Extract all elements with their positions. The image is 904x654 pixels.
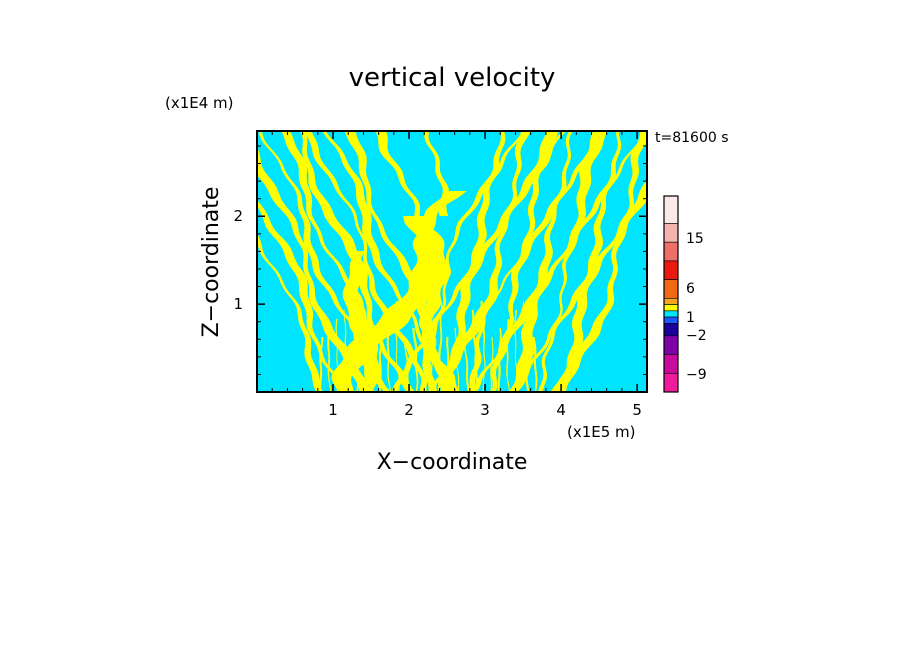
positive-velocity-band (257, 199, 347, 392)
colorbar-level (663, 316, 679, 324)
x-tick-label: 4 (556, 401, 566, 419)
x-tick-label: 2 (404, 401, 414, 419)
time-label: t=81600 s (655, 130, 729, 146)
colorbar-level (663, 354, 679, 374)
colorbar: 15 6 1 −2 −9 (663, 195, 707, 393)
colorbar-level (663, 310, 679, 318)
positive-velocity-band (439, 131, 559, 392)
velocity-bands-group (257, 131, 647, 392)
colorbar-label: 1 (686, 310, 695, 326)
positive-velocity-band (555, 180, 647, 392)
y-tick-label: 2 (233, 207, 243, 225)
positive-velocity-band (537, 131, 645, 392)
positive-velocity-band (438, 301, 443, 392)
colorbar-level (663, 260, 679, 280)
positive-velocity-band (343, 310, 351, 392)
positive-velocity-band (468, 131, 567, 392)
colorbar-label: −2 (686, 328, 707, 344)
positive-velocity-band (257, 147, 369, 392)
positive-velocity-band (342, 251, 380, 392)
positive-velocity-band (505, 319, 510, 392)
positive-velocity-band (257, 233, 323, 392)
positive-velocity-band (327, 328, 332, 392)
colorbar-level (663, 223, 679, 243)
colorbar-frame (663, 195, 679, 393)
x-axis-ticks: 1 2 3 4 5 (271, 131, 642, 419)
colorbar-label: −9 (686, 367, 707, 383)
velocity-field (257, 131, 647, 392)
positive-velocity-band (471, 131, 573, 392)
positive-velocity-band (446, 337, 451, 392)
positive-velocity-band (351, 301, 359, 392)
positive-velocity-band (514, 310, 519, 392)
positive-velocity-band (420, 131, 525, 392)
positive-velocity-band (508, 131, 609, 392)
positive-velocity-band (550, 131, 647, 392)
colorbar-level (663, 372, 679, 393)
positive-velocity-band (522, 301, 530, 392)
colorbar-level (663, 298, 679, 305)
positive-velocity-band (404, 337, 411, 392)
positive-velocity-band (471, 310, 478, 392)
colorbar-level (663, 241, 679, 262)
positive-velocity-band (395, 301, 400, 392)
x-tick-label: 5 (632, 401, 642, 419)
colorbar-label: 15 (686, 231, 704, 247)
positive-velocity-band (424, 131, 450, 216)
y-tick-label: 1 (233, 295, 243, 313)
positive-velocity-band (322, 131, 437, 392)
y-unit-label: (x1E4 m) (165, 94, 234, 112)
y-axis-title: Z−coordinate (199, 187, 224, 338)
positive-velocity-band (386, 310, 391, 392)
positive-velocity-band (497, 328, 502, 392)
colorbar-label: 6 (686, 281, 695, 297)
x-unit-label: (x1E5 m) (567, 423, 636, 441)
x-tick-label: 3 (480, 401, 490, 419)
positive-velocity-band (421, 319, 426, 392)
positive-velocity-band (429, 131, 531, 392)
positive-velocity-band (378, 319, 383, 392)
positive-velocity-band (391, 131, 506, 392)
x-axis-title: X−coordinate (377, 450, 528, 475)
colorbar-level (663, 195, 679, 224)
positive-velocity-band (319, 337, 324, 392)
positive-velocity-band (430, 310, 434, 392)
positive-velocity-band (454, 328, 460, 392)
x-tick-label: 1 (328, 401, 338, 419)
y-axis-ticks: 12 (233, 145, 647, 375)
positive-velocity-band (480, 301, 486, 392)
colorbar-level (663, 304, 679, 312)
positive-velocity-band (403, 216, 460, 392)
positive-velocity-band (491, 131, 603, 392)
positive-velocity-band (511, 131, 622, 392)
positive-velocity-band (463, 319, 470, 392)
positive-velocity-band (363, 337, 367, 392)
chart-title: vertical velocity (349, 63, 556, 93)
positive-velocity-band (258, 131, 375, 392)
positive-velocity-band (532, 337, 538, 392)
colorbar-level (663, 323, 679, 337)
positive-velocity-band (371, 328, 375, 392)
positive-velocity-band (335, 319, 341, 392)
colorbar-level (663, 335, 679, 355)
plot-frame (256, 130, 648, 393)
colorbar-level (663, 279, 679, 299)
positive-velocity-band (412, 328, 419, 392)
positive-velocity-band (375, 131, 426, 241)
positive-velocity-band (490, 337, 494, 392)
